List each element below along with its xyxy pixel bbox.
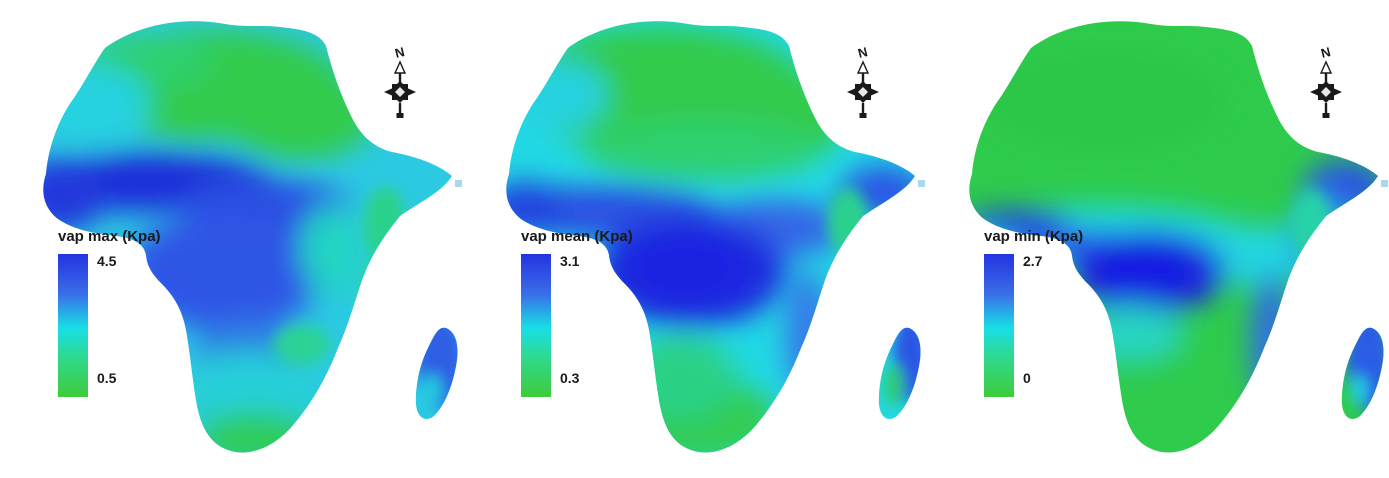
colorbar-gradient: [58, 254, 88, 397]
legend-title: vap min (Kpa): [984, 228, 1084, 245]
legend-max-value: 3.1: [560, 253, 580, 269]
map-panel-vap-max: N vap max (Kpa) 4.5 0.5: [0, 0, 463, 478]
north-label: N: [393, 44, 407, 61]
offshore-island: [455, 180, 462, 187]
legend-vap-min: vap min (Kpa) 2.7 0: [984, 228, 1083, 397]
north-arrow-icon: N: [1308, 44, 1344, 120]
legend-min-value: 0.3: [560, 370, 580, 386]
map-panel-vap-mean: N vap mean (Kpa) 3.1 0.3: [463, 0, 926, 478]
compass-rose-icon: [384, 60, 416, 118]
compass-rose-icon: [1310, 60, 1342, 118]
colorbar-gradient: [984, 254, 1014, 397]
north-arrow-icon: N: [382, 44, 418, 120]
legend-min-value: 0.5: [97, 370, 117, 386]
legend-title: vap max (Kpa): [58, 228, 161, 245]
offshore-island: [918, 180, 925, 187]
map-panel-vap-min: N vap min (Kpa) 2.7 0: [926, 0, 1389, 478]
north-label: N: [1319, 44, 1333, 61]
legend-max-value: 2.7: [1023, 253, 1043, 269]
legend-vap-max: vap max (Kpa) 4.5 0.5: [58, 228, 161, 397]
colorbar-gradient: [521, 254, 551, 397]
north-arrow-icon: N: [845, 44, 881, 120]
legend-max-value: 4.5: [97, 253, 117, 269]
legend-title: vap mean (Kpa): [521, 228, 633, 245]
legend-min-value: 0: [1023, 370, 1031, 386]
offshore-island: [1381, 180, 1388, 187]
north-label: N: [856, 44, 870, 61]
compass-rose-icon: [847, 60, 879, 118]
legend-vap-mean: vap mean (Kpa) 3.1 0.3: [521, 228, 633, 397]
